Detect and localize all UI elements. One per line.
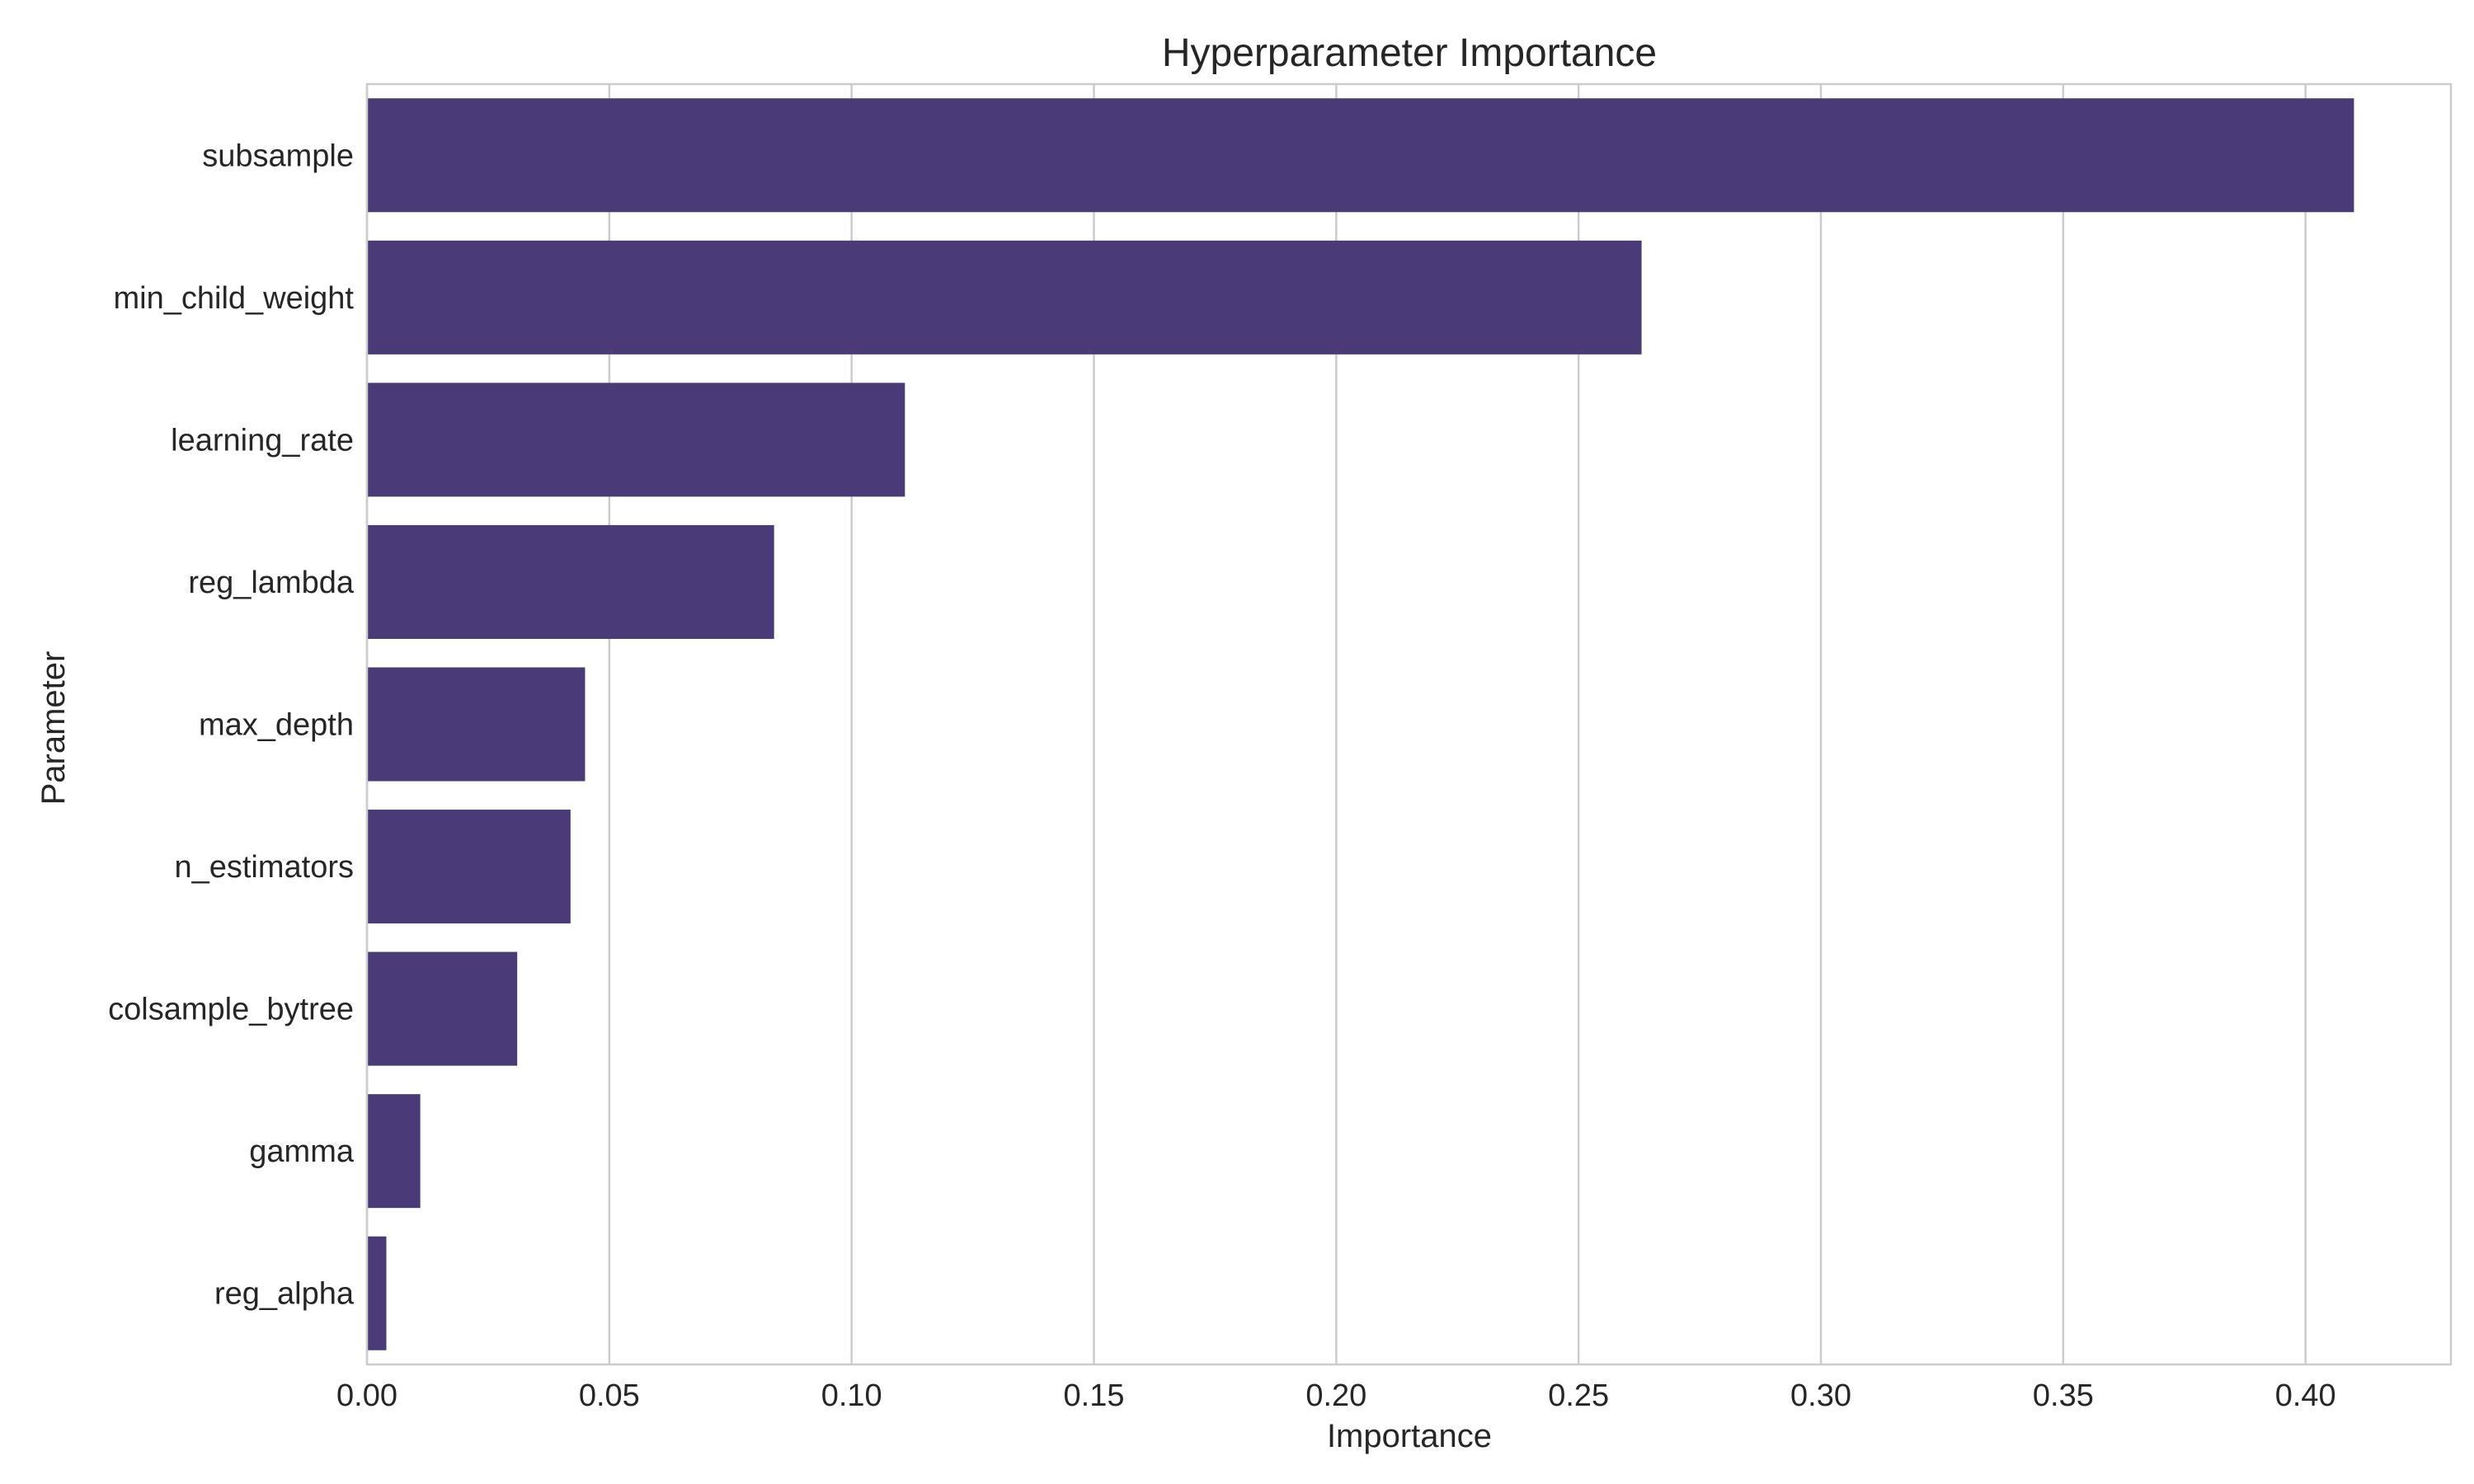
- y-category-label: learning_rate: [171, 423, 354, 458]
- bar-learning-rate: [367, 383, 905, 497]
- x-tick-label: 0.40: [2275, 1378, 2336, 1413]
- y-axis-label: Parameter: [35, 651, 72, 805]
- y-category-label: n_estimators: [174, 850, 354, 885]
- plot-frame: [365, 82, 2453, 1366]
- y-category-label: reg_alpha: [214, 1277, 355, 1312]
- bar-subsample: [367, 98, 2354, 213]
- y-category-labels: subsample min_child_weight learning_ratere…: [108, 139, 355, 1311]
- x-tick-label: 0.35: [2033, 1378, 2094, 1413]
- bar-min-child-weight: [367, 240, 1642, 355]
- bar-reg-alpha: [367, 1236, 387, 1350]
- y-category-label: colsample_bytree: [108, 993, 354, 1027]
- bar-n-estimators: [367, 810, 571, 924]
- bars: [367, 98, 2354, 1350]
- x-tick-label: 0.05: [579, 1378, 640, 1413]
- bar-gamma: [367, 1094, 421, 1209]
- bar-max-depth: [367, 667, 586, 782]
- chart-title: Hyperparameter Importance: [1162, 31, 1657, 75]
- bar-colsample-bytree: [367, 951, 518, 1066]
- x-axis-label: Importance: [1327, 1418, 1492, 1454]
- y-category-label: gamma: [249, 1134, 355, 1169]
- x-tick-label: 0.20: [1305, 1378, 1366, 1413]
- x-tick-label: 0.15: [1064, 1378, 1125, 1413]
- x-tick-label: 0.00: [336, 1378, 397, 1413]
- y-category-label: max_depth: [199, 708, 354, 743]
- y-category-label: min_child_weight: [114, 281, 355, 316]
- x-tick-label: 0.10: [821, 1378, 882, 1413]
- x-tick-labels: 0.00 0.05 0.10 0.15 0.20 0.25 0.30 0.35 0.40: [336, 1378, 2336, 1413]
- y-category-label: reg_lambda: [188, 566, 355, 600]
- x-tick-label: 0.30: [1790, 1378, 1851, 1413]
- y-category-label: subsample: [202, 139, 354, 173]
- x-tick-label: 0.25: [1548, 1378, 1609, 1413]
- bar-reg-lambda: [367, 524, 774, 639]
